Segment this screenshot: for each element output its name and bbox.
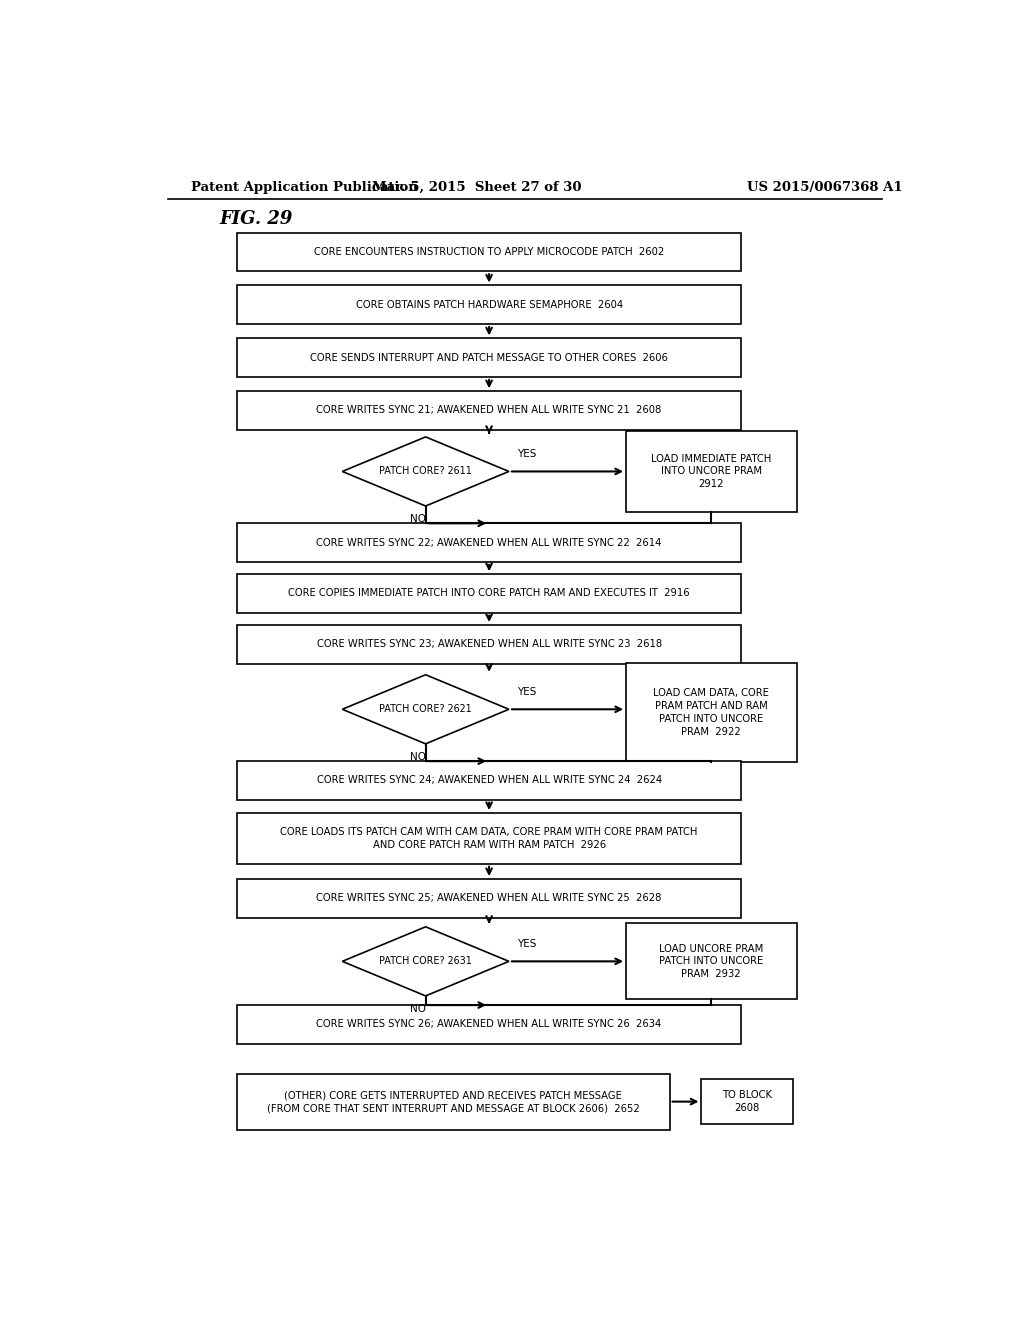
Text: CORE SENDS INTERRUPT AND PATCH MESSAGE TO OTHER CORES  2606: CORE SENDS INTERRUPT AND PATCH MESSAGE T…: [310, 352, 668, 363]
Text: YES: YES: [517, 688, 537, 697]
Text: NO: NO: [410, 1005, 426, 1014]
FancyBboxPatch shape: [626, 923, 797, 999]
Text: LOAD UNCORE PRAM
PATCH INTO UNCORE
PRAM  2932: LOAD UNCORE PRAM PATCH INTO UNCORE PRAM …: [659, 944, 764, 979]
Polygon shape: [342, 437, 509, 506]
Text: CORE WRITES SYNC 24; AWAKENED WHEN ALL WRITE SYNC 24  2624: CORE WRITES SYNC 24; AWAKENED WHEN ALL W…: [316, 775, 662, 785]
Text: PATCH CORE? 2611: PATCH CORE? 2611: [379, 466, 472, 477]
Text: CORE LOADS ITS PATCH CAM WITH CAM DATA, CORE PRAM WITH CORE PRAM PATCH
AND CORE : CORE LOADS ITS PATCH CAM WITH CAM DATA, …: [281, 826, 697, 850]
Text: YES: YES: [517, 939, 537, 949]
Text: LOAD CAM DATA, CORE
PRAM PATCH AND RAM
PATCH INTO UNCORE
PRAM  2922: LOAD CAM DATA, CORE PRAM PATCH AND RAM P…: [653, 688, 769, 737]
Text: Patent Application Publication: Patent Application Publication: [191, 181, 418, 194]
Text: YES: YES: [517, 449, 537, 459]
FancyBboxPatch shape: [238, 1073, 670, 1130]
Text: CORE COPIES IMMEDIATE PATCH INTO CORE PATCH RAM AND EXECUTES IT  2916: CORE COPIES IMMEDIATE PATCH INTO CORE PA…: [289, 589, 690, 598]
FancyBboxPatch shape: [238, 338, 741, 378]
Text: (OTHER) CORE GETS INTERRUPTED AND RECEIVES PATCH MESSAGE
(FROM CORE THAT SENT IN: (OTHER) CORE GETS INTERRUPTED AND RECEIV…: [267, 1090, 640, 1113]
Text: TO BLOCK
2608: TO BLOCK 2608: [722, 1090, 772, 1113]
Text: LOAD IMMEDIATE PATCH
INTO UNCORE PRAM
2912: LOAD IMMEDIATE PATCH INTO UNCORE PRAM 29…: [651, 454, 771, 490]
Text: NO: NO: [410, 752, 426, 762]
Text: PATCH CORE? 2631: PATCH CORE? 2631: [379, 957, 472, 966]
Text: CORE ENCOUNTERS INSTRUCTION TO APPLY MICROCODE PATCH  2602: CORE ENCOUNTERS INSTRUCTION TO APPLY MIC…: [314, 247, 665, 257]
FancyBboxPatch shape: [626, 663, 797, 762]
FancyBboxPatch shape: [238, 523, 741, 562]
FancyBboxPatch shape: [238, 1005, 741, 1044]
Polygon shape: [342, 927, 509, 995]
Text: PATCH CORE? 2621: PATCH CORE? 2621: [379, 705, 472, 714]
FancyBboxPatch shape: [238, 391, 741, 430]
Text: CORE WRITES SYNC 26; AWAKENED WHEN ALL WRITE SYNC 26  2634: CORE WRITES SYNC 26; AWAKENED WHEN ALL W…: [316, 1019, 662, 1030]
Text: CORE WRITES SYNC 25; AWAKENED WHEN ALL WRITE SYNC 25  2628: CORE WRITES SYNC 25; AWAKENED WHEN ALL W…: [316, 894, 662, 903]
Text: CORE WRITES SYNC 21; AWAKENED WHEN ALL WRITE SYNC 21  2608: CORE WRITES SYNC 21; AWAKENED WHEN ALL W…: [316, 405, 662, 416]
Text: NO: NO: [410, 515, 426, 524]
FancyBboxPatch shape: [238, 762, 741, 800]
Text: Mar. 5, 2015  Sheet 27 of 30: Mar. 5, 2015 Sheet 27 of 30: [373, 181, 582, 194]
FancyBboxPatch shape: [238, 574, 741, 612]
Text: CORE WRITES SYNC 23; AWAKENED WHEN ALL WRITE SYNC 23  2618: CORE WRITES SYNC 23; AWAKENED WHEN ALL W…: [316, 639, 662, 649]
Text: FIG. 29: FIG. 29: [219, 210, 293, 228]
FancyBboxPatch shape: [701, 1078, 793, 1125]
FancyBboxPatch shape: [238, 879, 741, 917]
Text: US 2015/0067368 A1: US 2015/0067368 A1: [748, 181, 902, 194]
FancyBboxPatch shape: [238, 232, 741, 271]
FancyBboxPatch shape: [626, 430, 797, 512]
FancyBboxPatch shape: [238, 624, 741, 664]
FancyBboxPatch shape: [238, 813, 741, 863]
Text: CORE OBTAINS PATCH HARDWARE SEMAPHORE  2604: CORE OBTAINS PATCH HARDWARE SEMAPHORE 26…: [355, 300, 623, 310]
Polygon shape: [342, 675, 509, 744]
Text: CORE WRITES SYNC 22; AWAKENED WHEN ALL WRITE SYNC 22  2614: CORE WRITES SYNC 22; AWAKENED WHEN ALL W…: [316, 537, 662, 548]
FancyBboxPatch shape: [238, 285, 741, 325]
